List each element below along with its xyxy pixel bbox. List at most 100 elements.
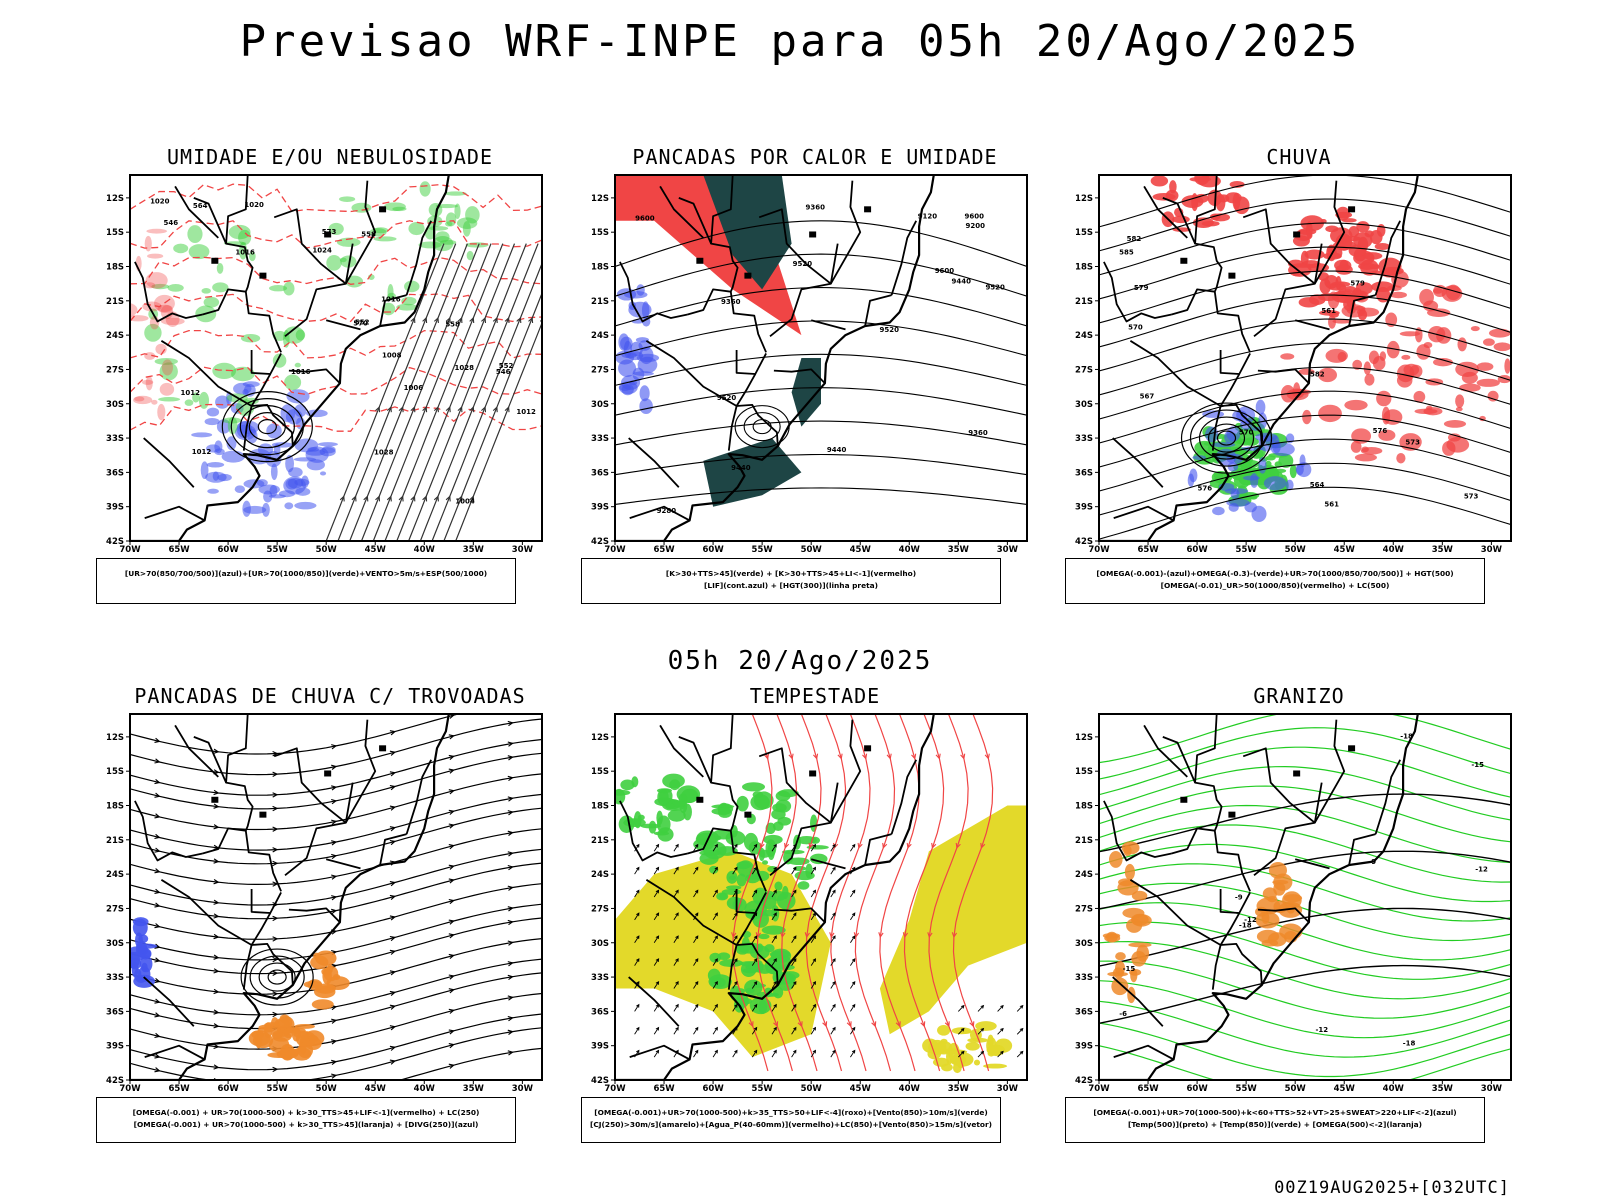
humidity-area-blue [206,407,220,417]
streamline-arrow [389,750,397,756]
lat-tick-label: 18S [591,802,609,812]
wind-vector [791,866,797,875]
omega-area-orange [1130,968,1138,983]
height-contour [615,286,1027,327]
streamline-arrow [154,888,161,894]
wind-vector [673,1003,679,1012]
rain-area-red [1414,327,1423,343]
contour-label: 573 [1405,439,1420,447]
wind-vector [751,1003,758,1012]
rain-area-red [1327,291,1340,309]
country-border [405,759,432,835]
lake-marker [324,770,332,777]
rain-area-red [1403,363,1420,376]
wind-vector [634,912,640,921]
rain-area-blue [1258,412,1268,429]
streamline-arrow [389,785,397,791]
caption-line-2: [Temp(500)](preto) + [Temp(850)](verde) … [1127,1120,1423,1129]
rain-area-red [1401,354,1411,360]
lat-tick-label: 30S [106,939,124,949]
contour-label: 1020 [244,201,264,209]
plot-layer [130,714,542,1092]
wind-vector [653,889,660,898]
humidity-area-blue [285,478,298,490]
convection-area-orange [251,1030,264,1039]
country-border [144,505,206,522]
wind-vector [693,1003,699,1012]
contour-label: 576 [1198,485,1213,493]
streamline-arrow [871,1021,877,1028]
wind-area-green [805,863,813,879]
low-pressure-ring [267,969,287,985]
humidity-area-blue [215,395,230,409]
wind-vector [732,958,738,966]
omega-area-orange [1126,918,1143,933]
wind-area-green [726,896,743,910]
wind-area-green [772,821,784,832]
country-border [242,405,253,451]
contour-label: 585 [1119,248,1134,256]
streamline-red [903,714,945,1072]
streamline-arrow [469,316,475,324]
streamline-arrow [507,810,514,816]
plot-frame [1098,713,1512,1081]
lat-tick-label: 21S [1075,297,1093,307]
humidity-area-blue [294,404,307,418]
temperature-contour-850 [1099,882,1511,942]
contour-label: 1012 [516,408,536,416]
wind-vector [771,843,777,852]
temperature-contour-850 [1099,714,1511,764]
panel-trovoadas: PANCADAS DE CHUVA C/ TROVOADAS 12S 15S 18S… [90,684,570,1154]
streamline-arrow [155,1088,160,1092]
rain-area-red [1341,218,1357,223]
panel-title: GRANIZO [1253,684,1345,708]
wind-vector [977,1050,985,1058]
streamline-arrow [390,1081,395,1085]
streamline-arrow [902,932,909,939]
rain-area-green [1274,461,1282,468]
caption-line-1: [OMEGA(-0.001)+UR>70(1000-500)+k<60+TTS>… [1093,1108,1457,1117]
rain-area-red [1319,309,1340,316]
wind-area-green [761,925,786,935]
instability-area-teal [791,358,821,427]
omega-area-orange [1128,942,1152,948]
lat-tick-label: 27S [106,365,124,375]
humidity-area-green [404,280,420,293]
divergence-area-blue [132,917,149,927]
wind-area-green [783,850,794,865]
streamline-arrow [507,919,514,926]
wind-vector [957,1050,965,1058]
streamline-arrow [507,864,514,871]
main-title: Previsao WRF-INPE para 05h 20/Ago/2025 [239,16,1361,67]
humidity-area-green [454,203,461,219]
lifted-index-contour [639,398,653,415]
lat-tick-label: 36S [591,1007,609,1017]
wind-vector [850,958,856,966]
convection-area-orange [315,983,336,994]
wind-area-green [758,849,771,858]
streamline-arrow [272,915,279,922]
lat-tick-label: 12S [591,733,609,743]
country-border [864,294,892,327]
streamline-arrow [272,1011,279,1018]
wind-vector [997,1027,1004,1035]
rain-area-red [1457,337,1467,352]
lon-tick-label: 35W [948,1084,970,1094]
rain-area-red [1386,340,1400,359]
streamline-arrow [481,406,487,413]
wind-vector-line [384,243,504,541]
lake-marker [809,231,817,238]
streamline-arrow [213,748,220,754]
streamline-arrow [272,860,279,867]
wind-vector [732,1049,738,1058]
streamline-arrow [886,753,892,760]
temperature-contour-500 [1099,850,1511,910]
contour-label: 9360 [806,204,826,212]
wind-vector [791,958,797,966]
streamline-arrow [154,1012,161,1018]
humidity-area-green [419,181,431,197]
streamline-red [756,714,798,1072]
streamline-arrow [389,1045,397,1051]
rain-area-red [1298,297,1320,308]
streamline-arrow [389,970,397,976]
